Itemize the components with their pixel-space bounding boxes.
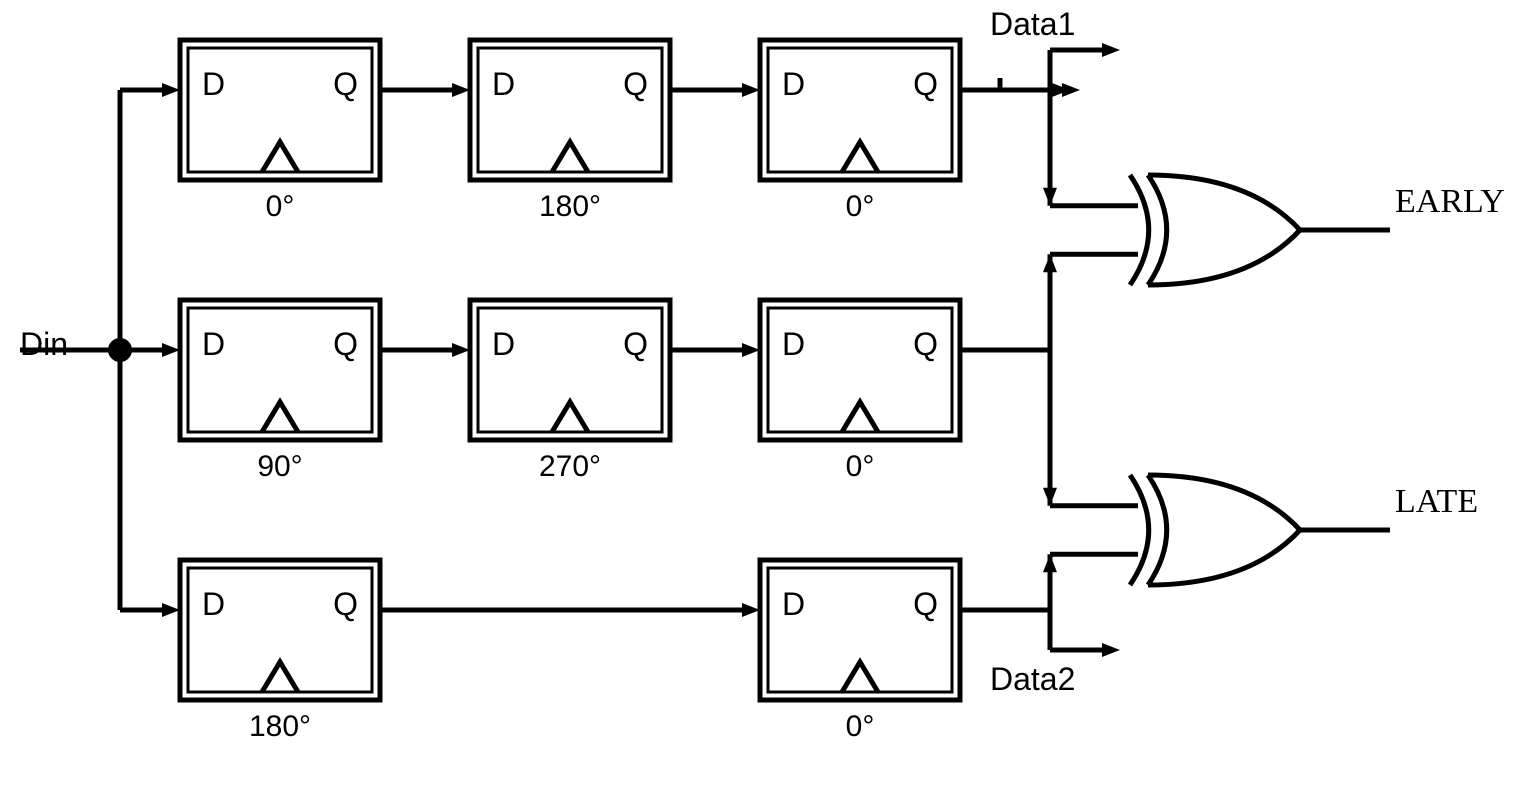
arrowhead [742, 343, 760, 357]
clock-triangle [262, 142, 298, 172]
ff-d-label: D [782, 326, 805, 362]
ff-d-label: D [202, 66, 225, 102]
ff-d-label: D [782, 66, 805, 102]
ff-q-label: Q [913, 326, 938, 362]
ff-d-label: D [202, 586, 225, 622]
clock-triangle [842, 142, 878, 172]
ff-outer-rect [760, 40, 960, 180]
arrowhead [742, 603, 760, 617]
ff-outer-rect [470, 300, 670, 440]
flipflop-r1-c1 [470, 300, 670, 440]
arrowhead [452, 83, 470, 97]
clock-triangle [552, 402, 588, 432]
arrowhead [1043, 254, 1057, 272]
ff-outer-rect [760, 560, 960, 700]
flipflop-r0-c2 [760, 40, 960, 180]
flipflop-r2-c2 [760, 560, 960, 700]
ff-d-label: D [782, 586, 805, 622]
xor-arc [1130, 175, 1149, 285]
xor-arc [1130, 475, 1149, 585]
phase-label: 270° [539, 450, 601, 483]
phase-label: 0° [846, 190, 875, 223]
phase-label: 0° [266, 190, 295, 223]
flipflop-r1-c2 [760, 300, 960, 440]
data2-label: Data2 [990, 661, 1075, 697]
clock-triangle [262, 662, 298, 692]
ff-q-label: Q [913, 586, 938, 622]
phase-label: 0° [846, 450, 875, 483]
clock-triangle [262, 402, 298, 432]
ff-d-label: D [492, 326, 515, 362]
arrowhead [162, 603, 180, 617]
phase-label: 0° [846, 710, 875, 743]
clock-triangle [842, 402, 878, 432]
flipflop-r1-c0 [180, 300, 380, 440]
xor-body [1148, 175, 1300, 285]
ff-q-label: Q [333, 586, 358, 622]
ff-q-label: Q [623, 66, 648, 102]
phase-label: 180° [539, 190, 601, 223]
arrowhead [1062, 83, 1080, 97]
flipflop-r0-c1 [470, 40, 670, 180]
ff-outer-rect [760, 300, 960, 440]
ff-d-label: D [492, 66, 515, 102]
ff-q-label: Q [623, 326, 648, 362]
phase-label: 90° [257, 450, 302, 483]
arrowhead [162, 83, 180, 97]
ff-d-label: D [202, 326, 225, 362]
ff-outer-rect [180, 560, 380, 700]
clock-triangle [552, 142, 588, 172]
data1-label: Data1 [990, 6, 1075, 42]
phase-label: 180° [249, 710, 311, 743]
arrowhead [452, 343, 470, 357]
ff-q-label: Q [913, 66, 938, 102]
circuit-diagram: D Q 0° D Q 180° D Q 0° D Q 90° D Q 270° D Q 0° D Q 180° D Q 0° D… [0, 0, 1540, 798]
ff-q-label: Q [333, 326, 358, 362]
ff-outer-rect [180, 40, 380, 180]
ff-outer-rect [470, 40, 670, 180]
xor-early [1130, 175, 1300, 285]
arrowhead [1043, 188, 1057, 206]
early-label: EARLY [1395, 183, 1505, 220]
arrowhead [1102, 643, 1120, 657]
din-label: Din [20, 326, 68, 362]
flipflop-r2-c0 [180, 560, 380, 700]
flipflop-r0-c0 [180, 40, 380, 180]
ff-q-label: Q [333, 66, 358, 102]
arrowhead [1043, 488, 1057, 506]
arrowhead [742, 83, 760, 97]
ff-outer-rect [180, 300, 380, 440]
xor-late [1130, 475, 1300, 585]
arrowhead [1102, 43, 1120, 57]
xor-body [1148, 475, 1300, 585]
arrowhead [1043, 554, 1057, 572]
clock-triangle [842, 662, 878, 692]
late-label: LATE [1395, 483, 1478, 520]
arrowhead [162, 343, 180, 357]
